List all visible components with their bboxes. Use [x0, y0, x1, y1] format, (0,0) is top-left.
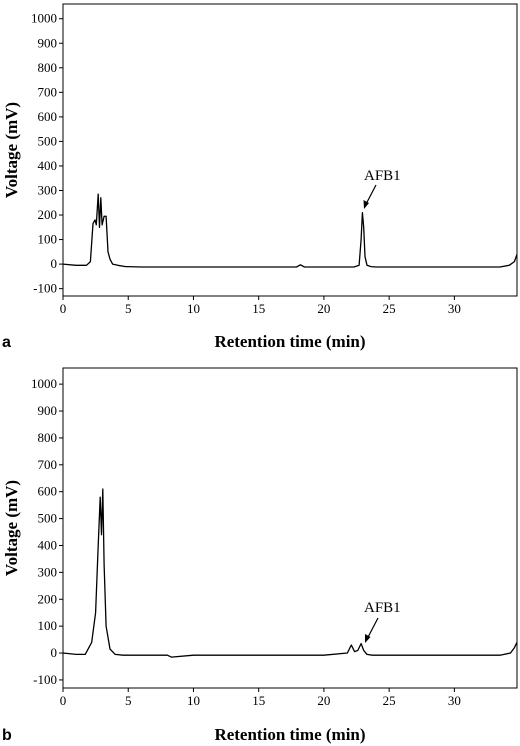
y-tick-label: 0 — [51, 645, 58, 660]
y-tick-label: 600 — [38, 484, 58, 499]
x-tick-label: 20 — [317, 693, 330, 708]
x-tick-label: 5 — [125, 693, 132, 708]
x-tick-label: 10 — [187, 693, 200, 708]
annotation-arrow-b — [365, 617, 379, 643]
y-tick-label: 200 — [38, 591, 58, 606]
y-tick-label: 300 — [38, 564, 58, 579]
x-tick-label: 30 — [448, 693, 461, 708]
x-tick-label: 0 — [60, 301, 67, 316]
chromatogram-trace-b — [62, 488, 518, 658]
x-axis-title-a: Retention time (min) — [214, 332, 365, 351]
y-tick-label: 1000 — [31, 11, 57, 26]
annotation-arrow-a — [363, 184, 377, 209]
y-tick-label: 100 — [38, 618, 58, 633]
y-tick-label: 0 — [51, 256, 58, 271]
y-tick-label: 600 — [38, 109, 58, 124]
y-axis-title-b: Voltage (mV) — [2, 480, 21, 576]
x-tick-label: 20 — [317, 301, 330, 316]
panel-label-b: b — [2, 727, 12, 744]
x-axis-title-b: Retention time (min) — [214, 725, 365, 744]
plot-frame-a — [62, 3, 518, 297]
y-tick-label: 700 — [38, 84, 58, 99]
y-tick-label: 900 — [38, 35, 58, 50]
plot-frame-b — [62, 367, 518, 689]
chromatogram-trace-a — [62, 193, 518, 268]
y-tick-label: 700 — [38, 457, 58, 472]
y-tick-label: 500 — [38, 133, 58, 148]
x-tick-label: 5 — [125, 301, 132, 316]
x-tick-label: 15 — [252, 301, 265, 316]
y-axis-title-a: Voltage (mV) — [2, 102, 21, 198]
panel-label-a: a — [2, 334, 11, 351]
y-tick-label: 500 — [38, 511, 58, 526]
y-tick-label: 800 — [38, 430, 58, 445]
y-tick-label: 200 — [38, 207, 58, 222]
x-tick-label: 10 — [187, 301, 200, 316]
x-tick-label: 25 — [383, 693, 396, 708]
y-tick-label: 900 — [38, 403, 58, 418]
annotation-afb1-a: AFB1 — [364, 168, 401, 184]
annotation-afb1-b: AFB1 — [364, 600, 401, 616]
y-tick-label: 400 — [38, 158, 58, 173]
x-tick-label: 25 — [383, 301, 396, 316]
x-tick-label: 15 — [252, 693, 265, 708]
y-tick-label: 400 — [38, 537, 58, 552]
y-tick-label: 100 — [38, 232, 58, 247]
x-tick-label: 30 — [448, 301, 461, 316]
y-tick-label: 1000 — [31, 376, 57, 391]
x-tick-label: 0 — [60, 693, 67, 708]
y-tick-label: 800 — [38, 60, 58, 75]
y-tick-label: 300 — [38, 182, 58, 197]
y-tick-label: -100 — [33, 281, 57, 296]
y-tick-label: -100 — [33, 672, 57, 687]
